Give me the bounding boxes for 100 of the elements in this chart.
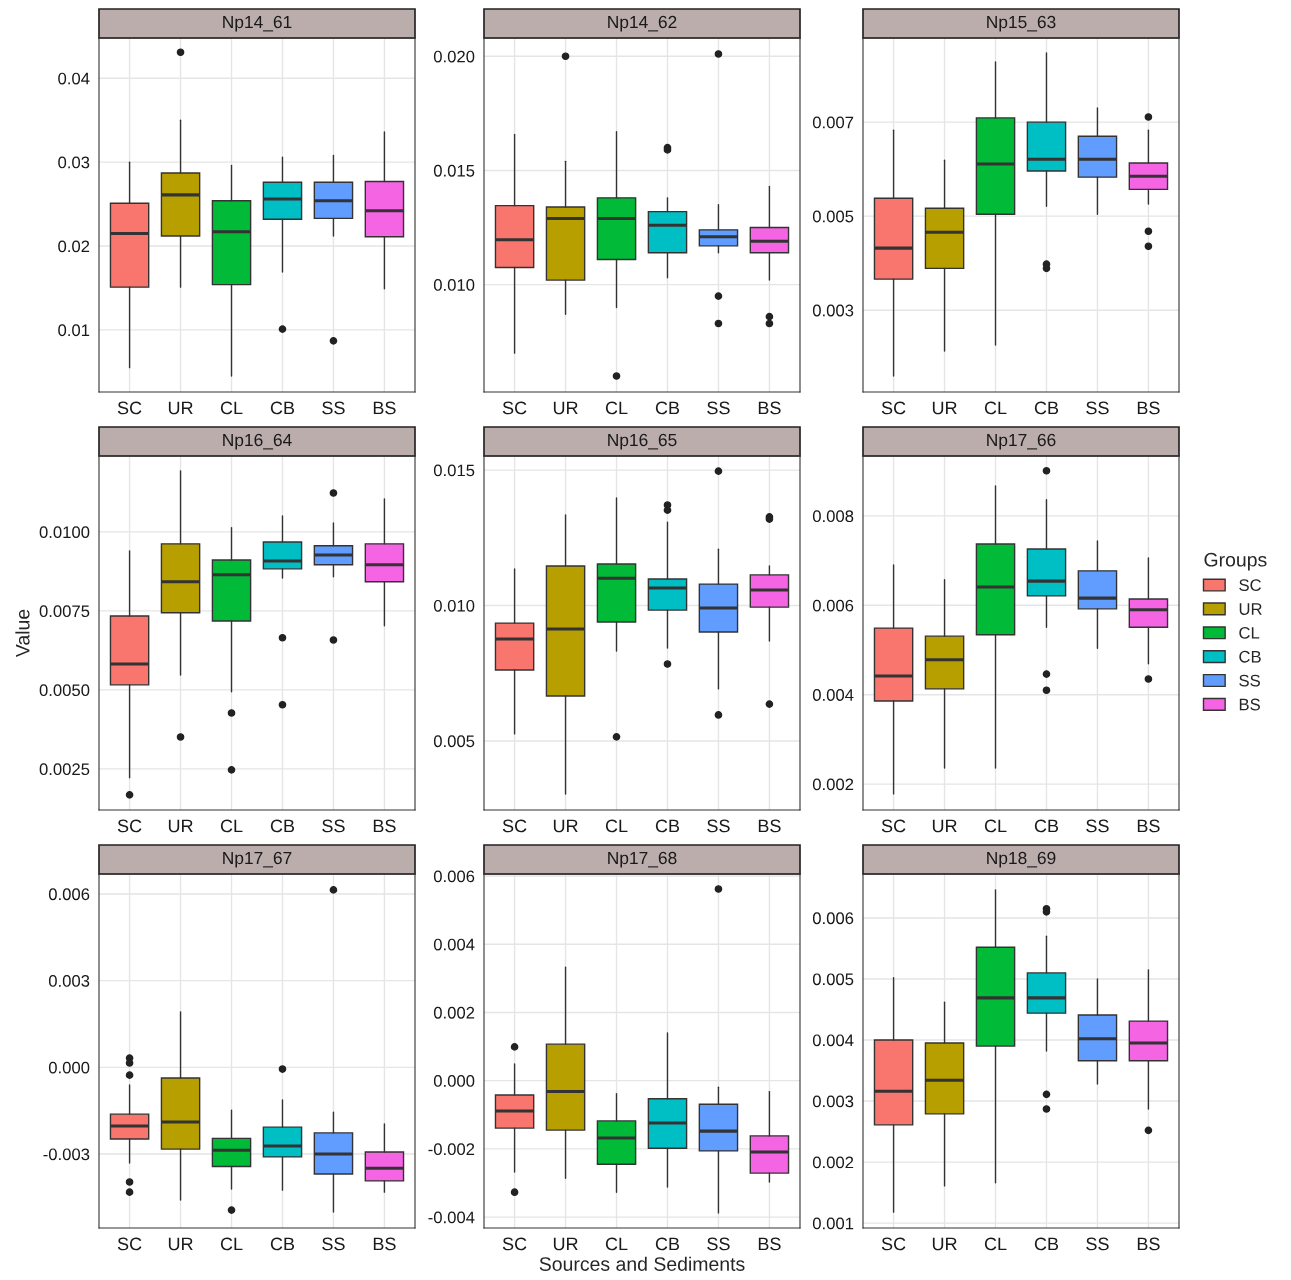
y-tick-label: 0.000 [433,1075,475,1087]
x-axis-title: Sources and Sediments [539,1256,745,1271]
x-tick-label: SC [117,401,142,415]
legend-label: UR [1239,603,1262,615]
y-tick-label: 0.0050 [39,684,90,697]
x-tick-label: CB [655,401,680,415]
x-tick-label: CB [655,1237,680,1251]
x-tick-label: UR [553,819,578,833]
y-tick-label: 0.002 [812,778,854,791]
x-tick-label: SC [502,819,527,833]
x-tick-label: SC [881,1237,906,1251]
y-tick-label: 0.020 [433,50,475,63]
x-tick-label: CB [1034,819,1059,833]
y-tick-label: 0.002 [433,1006,475,1019]
legend-label: CL [1239,626,1260,639]
legend-title: Groups [1204,552,1267,571]
x-tick-label: SS [322,1237,345,1251]
legend-label: CB [1239,650,1261,663]
x-tick-label: SC [502,1237,527,1251]
x-tick-label: BS [373,401,396,415]
y-tick-label: 0.004 [433,938,475,951]
x-tick-label: SS [1086,401,1109,415]
chart-title: Np15_63 [987,15,1056,32]
x-tick-label: BS [758,401,781,415]
y-tick-label: 0.02 [58,240,90,253]
x-tick-label: UR [168,819,193,833]
y-tick-label: 0.03 [58,156,90,169]
x-tick-label: CL [605,819,628,833]
y-tick-label: 0.005 [812,973,854,986]
y-tick-label: 0.04 [58,72,90,85]
x-tick-label: UR [932,819,957,833]
legend-label: SC [1239,579,1261,592]
x-tick-label: CL [984,819,1007,833]
y-axis-title: Value [15,609,30,658]
chart-title: Np14_62 [608,15,677,32]
y-tick-label: 0.006 [48,888,90,901]
x-tick-label: SC [502,401,527,415]
y-tick-label: 0.010 [433,599,475,612]
y-tick-label: 0.003 [48,975,90,987]
x-tick-label: CB [1034,1237,1059,1251]
x-tick-label: BS [1137,1237,1160,1251]
y-tick-label: -0.003 [43,1148,90,1161]
x-tick-label: CL [220,1237,243,1251]
chart-title: Np18_69 [987,851,1056,868]
x-tick-label: UR [553,1237,578,1251]
x-tick-label: SC [117,819,142,833]
x-tick-label: SC [117,1237,142,1251]
x-tick-label: BS [373,1237,396,1251]
legend-label: BS [1239,698,1260,711]
x-tick-label: UR [168,1237,193,1251]
x-tick-label: SS [322,819,345,833]
y-tick-label: 0.006 [433,870,475,883]
x-tick-label: BS [758,819,781,833]
legend-label: SS [1239,674,1260,687]
x-tick-label: CL [220,401,243,415]
x-tick-label: UR [932,401,957,415]
y-tick-label: 0.007 [812,116,854,129]
y-tick-label: 0.005 [433,735,475,748]
x-tick-label: BS [373,819,396,833]
y-tick-label: 0.003 [812,304,854,317]
y-tick-label: 0.006 [812,599,854,612]
chart-title: Np17_66 [987,433,1056,450]
x-tick-label: CB [655,819,680,833]
x-tick-label: CL [220,819,243,833]
y-tick-label: 0.015 [433,464,475,477]
y-tick-label: 0.015 [433,164,475,177]
y-tick-label: 0.003 [812,1095,854,1108]
y-tick-label: 0.001 [812,1217,854,1230]
x-tick-label: CB [1034,401,1059,415]
x-tick-label: UR [553,401,578,415]
x-tick-label: SS [707,1237,730,1251]
y-tick-label: 0.006 [812,912,854,925]
x-tick-label: SS [707,401,730,415]
y-tick-label: -0.004 [428,1211,475,1224]
x-tick-label: CB [270,1237,295,1251]
x-tick-label: SS [1086,1237,1109,1251]
x-tick-label: CL [605,401,628,415]
chart-title: Np16_65 [608,433,677,450]
x-tick-label: CL [605,1237,628,1251]
x-tick-label: CB [270,819,295,833]
y-tick-label: 0.0025 [39,763,90,776]
y-tick-label: 0.010 [433,279,475,291]
y-tick-label: 0.0100 [39,526,90,539]
chart-title: Np17_68 [608,851,677,868]
chart-title: Np17_67 [223,851,292,868]
y-tick-label: 0.008 [812,510,854,523]
x-tick-label: CL [984,401,1007,415]
y-tick-label: 0.01 [58,324,90,337]
y-tick-label: -0.002 [428,1143,475,1156]
x-tick-label: SS [322,401,345,415]
chart-title: Np14_61 [223,15,292,32]
x-tick-label: UR [168,401,193,415]
x-tick-label: SS [1086,819,1109,833]
x-tick-label: CL [984,1237,1007,1251]
chart-title: Np16_64 [223,433,292,450]
x-tick-label: BS [1137,401,1160,415]
x-tick-label: SS [707,819,730,833]
y-tick-label: 0.000 [48,1061,90,1074]
y-tick-label: 0.0075 [39,605,90,618]
x-tick-label: CB [270,401,295,415]
